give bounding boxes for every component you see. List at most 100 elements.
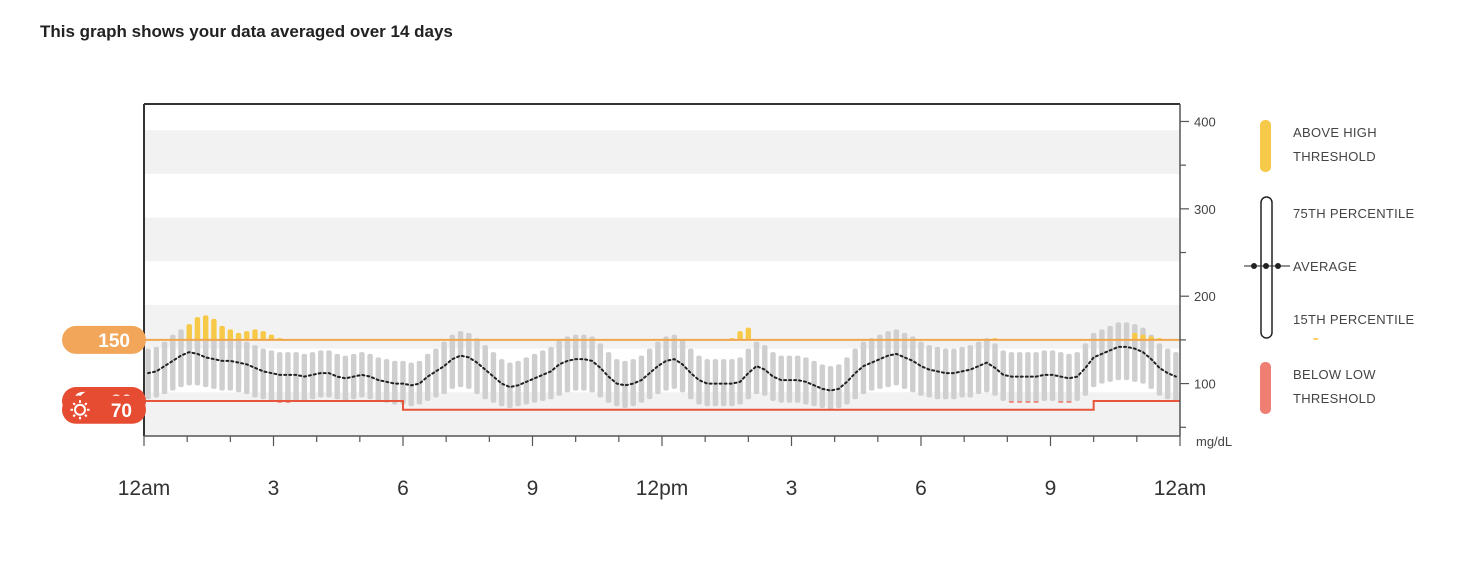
percentile-bar xyxy=(235,339,242,393)
legend-low-swatch xyxy=(1260,362,1271,414)
above-high-bar xyxy=(252,329,258,340)
percentile-bar xyxy=(1123,322,1130,381)
percentile-bar xyxy=(1164,348,1171,400)
percentile-bar xyxy=(482,345,488,400)
above-high-bar xyxy=(211,318,217,340)
x-tick-label: 3 xyxy=(268,477,280,500)
percentile-bar xyxy=(449,334,456,389)
percentile-bar xyxy=(1107,325,1113,382)
percentile-bar xyxy=(589,336,595,393)
x-tick-label: 9 xyxy=(527,477,539,500)
x-axis: 12am 3 6 9 12pm 3 6 9 12am xyxy=(118,436,1206,500)
percentile-bar xyxy=(227,338,234,391)
percentile-bar xyxy=(252,345,258,398)
percentile-bar xyxy=(202,331,209,388)
x-tick-label: 12am xyxy=(118,477,171,500)
percentile-bar xyxy=(433,348,439,398)
percentile-bar xyxy=(178,329,184,388)
percentile-bar xyxy=(975,341,982,395)
x-tick-label: 3 xyxy=(786,477,798,500)
percentile-bar xyxy=(1140,327,1146,384)
above-high-bar xyxy=(268,334,275,340)
percentile-bar xyxy=(720,359,727,407)
band xyxy=(144,130,1180,174)
above-high-bar xyxy=(194,317,201,340)
percentile-bar xyxy=(416,360,423,405)
percentile-bar xyxy=(622,360,628,409)
threshold-lines xyxy=(144,338,1180,411)
percentile-bar xyxy=(934,346,941,400)
average-line xyxy=(147,345,1177,392)
below-low-bar xyxy=(1066,401,1072,403)
percentile-bar xyxy=(219,338,225,391)
percentile-bar xyxy=(663,336,669,391)
x-tick-label: 6 xyxy=(915,477,927,500)
above-high-bar xyxy=(737,331,743,340)
sun-ray xyxy=(72,402,76,406)
above-high-bar xyxy=(219,325,225,340)
band xyxy=(144,304,1180,349)
percentile-bar xyxy=(1115,322,1122,381)
percentile-bar xyxy=(285,352,291,403)
above-high-bar xyxy=(1312,338,1319,340)
percentile-bar xyxy=(836,364,842,409)
legend-average-dot xyxy=(1251,263,1257,269)
percentile-bar xyxy=(885,331,891,388)
percentile-bar xyxy=(556,339,562,396)
x-tick-label: 12pm xyxy=(636,477,689,500)
y-tick-label: 400 xyxy=(1194,114,1216,129)
high-threshold-badge: 150 xyxy=(62,325,146,354)
percentile-bar xyxy=(457,331,464,388)
percentile-bar xyxy=(688,348,694,400)
below-low-bar xyxy=(1008,401,1015,403)
percentile-bar xyxy=(1156,343,1163,396)
percentile-bar xyxy=(1082,343,1089,396)
percentile-bar xyxy=(679,339,686,393)
page-title: This graph shows your data averaged over… xyxy=(40,22,453,41)
percentile-bar xyxy=(244,341,250,395)
above-high-bar xyxy=(745,327,752,340)
band xyxy=(144,217,1180,262)
percentile-bar xyxy=(1099,329,1105,384)
percentile-bar xyxy=(490,352,497,403)
above-high-bar xyxy=(244,331,250,340)
sun-icon xyxy=(74,403,86,416)
percentile-bar xyxy=(548,346,554,400)
percentile-bar xyxy=(630,359,636,407)
percentile-bar xyxy=(753,341,760,395)
percentile-bar xyxy=(424,353,431,402)
below-low-bar xyxy=(1033,401,1039,403)
percentile-bar xyxy=(515,360,521,407)
percentile-bar xyxy=(926,345,932,398)
percentile-bar xyxy=(276,352,283,403)
percentile-bar xyxy=(819,364,826,409)
above-high-bar xyxy=(260,331,266,340)
percentile-bar xyxy=(852,348,858,400)
badge-value: 70 xyxy=(111,401,132,422)
percentile-bar xyxy=(581,334,587,391)
y-tick-label: 300 xyxy=(1194,202,1216,217)
percentile-bar xyxy=(392,360,398,405)
percentile-bar xyxy=(572,334,579,391)
legend-average-dot xyxy=(1263,263,1269,269)
percentile-bar xyxy=(1148,334,1154,389)
legend-above-high: ABOVE HIGH THRESHOLD xyxy=(1293,125,1377,164)
legend-p75: 75TH PERCENTILE xyxy=(1293,206,1415,221)
percentile-bar xyxy=(811,360,817,407)
day-low-threshold-badge: 70 xyxy=(62,395,146,424)
percentile-bar xyxy=(860,341,867,395)
percentile-bar xyxy=(762,345,768,396)
percentile-bar xyxy=(910,336,916,393)
percentile-bar xyxy=(901,332,908,389)
percentile-bar xyxy=(161,341,168,395)
low-threshold-line xyxy=(144,400,1180,411)
average-series-line xyxy=(147,345,1177,392)
sun-ray xyxy=(72,414,76,418)
percentile-bar xyxy=(1066,353,1072,403)
legend: ABOVE HIGH THRESHOLD 75TH PERCENTILE AVERAG… xyxy=(1244,120,1415,414)
percentile-bar xyxy=(1041,350,1048,402)
percentile-bar xyxy=(770,352,776,402)
percentile-bar xyxy=(918,341,924,396)
percentile-bar xyxy=(211,334,217,389)
